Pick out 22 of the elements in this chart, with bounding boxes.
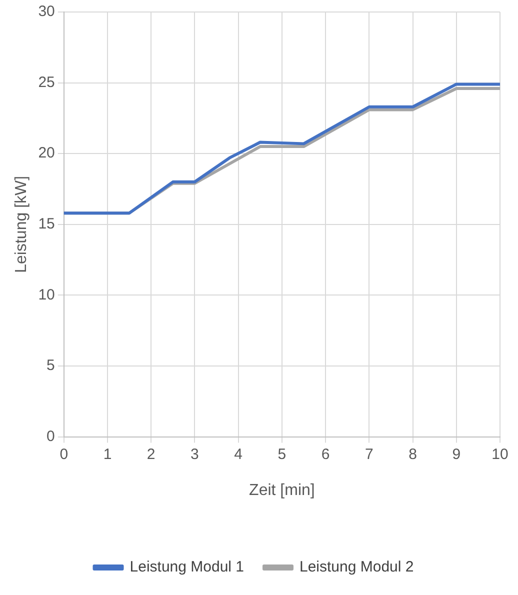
x-tick-label: 10 bbox=[492, 446, 508, 463]
legend-label: Leistung Modul 2 bbox=[300, 558, 414, 576]
x-tick-label: 8 bbox=[408, 446, 417, 463]
y-tick-label: 15 bbox=[38, 216, 55, 233]
y-tick-label: 10 bbox=[38, 286, 55, 304]
x-tick-label: 7 bbox=[364, 446, 374, 463]
y-tick-label: 0 bbox=[46, 428, 55, 445]
x-tick-label: 4 bbox=[234, 446, 243, 463]
x-tick-label: 2 bbox=[146, 446, 156, 463]
y-tick-label: 30 bbox=[38, 3, 55, 20]
x-axis-title: Zeit [min] bbox=[249, 482, 315, 499]
x-tick-label: 9 bbox=[452, 446, 461, 463]
x-tick-label: 5 bbox=[278, 446, 286, 463]
y-tick-label: 25 bbox=[38, 74, 55, 91]
y-tick-label: 20 bbox=[38, 144, 55, 162]
x-tick-label: 3 bbox=[190, 446, 199, 463]
x-tick-label: 1 bbox=[103, 446, 112, 463]
x-tick-label: 0 bbox=[60, 446, 68, 463]
x-tick-label: 6 bbox=[321, 446, 330, 463]
y-tick-label: 5 bbox=[46, 357, 55, 374]
y-axis-title: Leistung [kW] bbox=[13, 176, 30, 273]
legend-label: Leistung Modul 1 bbox=[130, 558, 244, 576]
